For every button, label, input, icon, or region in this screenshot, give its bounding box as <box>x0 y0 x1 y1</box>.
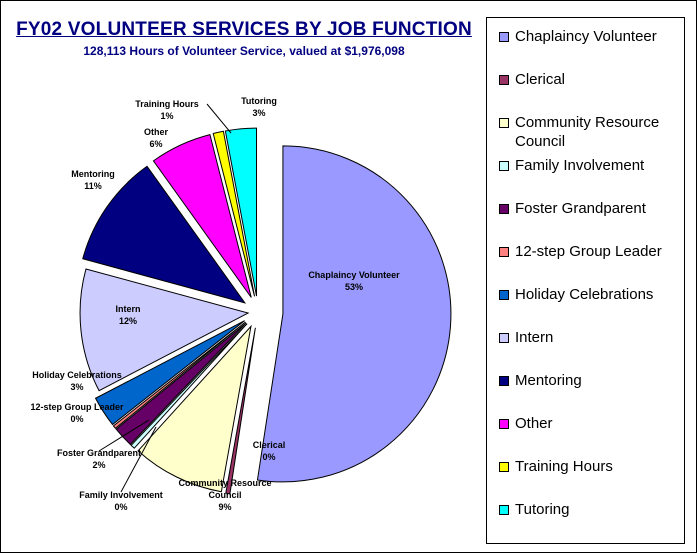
legend-label: Holiday Celebrations <box>515 286 654 303</box>
slice-label: Family Involvement <box>79 490 163 500</box>
slice-percent: 12% <box>119 316 137 326</box>
pie-slice-chaplaincy-volunteer <box>256 145 452 483</box>
slice-label: Foster Grandparent <box>57 448 141 458</box>
legend-swatch <box>499 32 509 42</box>
legend-swatch <box>499 161 509 171</box>
slice-percent: 2% <box>92 460 105 470</box>
pie-chart: Chaplaincy Volunteer 53% Clerical 0% Communi… <box>30 96 452 512</box>
pie-slice-training-hours <box>212 130 256 297</box>
slice-percent: 11% <box>84 181 102 191</box>
legend-swatch <box>499 419 509 429</box>
legend-swatch <box>499 247 509 257</box>
legend-swatch <box>499 333 509 343</box>
pie-slice-foster-grandparent <box>115 322 247 446</box>
slice-label: Tutoring <box>241 96 277 106</box>
pie-slice-other <box>152 134 252 298</box>
leader-line <box>120 426 157 493</box>
slice-label: Intern <box>115 304 140 314</box>
slice-label: 12-step Group Leader <box>30 402 124 412</box>
slice-percent: 6% <box>149 139 162 149</box>
slice-percent: 9% <box>218 502 231 512</box>
pie-slice-intern <box>79 268 250 392</box>
pie-slice-clerical <box>225 327 256 495</box>
slice-label: Mentoring <box>71 169 115 179</box>
legend-swatch <box>499 376 509 386</box>
legend-label: Chaplaincy Volunteer <box>515 28 657 45</box>
legend-label: Foster Grandparent <box>515 200 646 217</box>
slice-label: Other <box>144 127 169 137</box>
legend-label: Other <box>515 415 553 432</box>
slice-label: Training Hours <box>135 99 199 109</box>
slice-percent: 53% <box>345 282 363 292</box>
chart-subtitle: 128,113 Hours of Volunteer Service, valu… <box>83 44 405 58</box>
legend-label: Training Hours <box>515 458 613 475</box>
slice-percent: 3% <box>70 382 83 392</box>
legend: Chaplaincy Volunteer Clerical Community Re… <box>486 17 685 544</box>
legend-swatch <box>499 462 509 472</box>
legend-swatch <box>499 204 509 214</box>
legend-label: Family Involvement <box>515 157 645 174</box>
pie-slice-community-resource-council <box>137 324 252 493</box>
chart-title: FY02 VOLUNTEER SERVICES BY JOB FUNCTION <box>16 19 472 40</box>
legend-label: Community Resource Council <box>515 114 660 150</box>
legend-label: Clerical <box>515 71 566 88</box>
pie-slice-12-step-group-leader <box>112 321 246 430</box>
legend-swatch <box>499 505 509 515</box>
pie-slice-mentoring <box>82 165 247 304</box>
pie-slice-holiday-celebrations <box>94 320 245 426</box>
slice-percent: 0% <box>114 502 127 512</box>
legend-label: Tutoring <box>515 501 570 518</box>
leader-line <box>206 103 232 134</box>
legend-label: Mentoring <box>515 372 582 389</box>
slice-label: Holiday Celebrations <box>32 370 122 380</box>
slice-label: Community Resource Council <box>178 478 271 500</box>
slice-label: Clerical <box>253 440 286 450</box>
leader-line <box>98 419 150 452</box>
pie-slice-tutoring <box>224 127 258 297</box>
legend-swatch <box>499 75 509 85</box>
slice-percent: 0% <box>70 414 83 424</box>
slice-label: Chaplaincy Volunteer <box>308 270 400 280</box>
legend-label: Intern <box>515 329 554 346</box>
slice-percent: 3% <box>252 108 265 118</box>
legend-swatch <box>499 118 509 128</box>
slice-percent: 1% <box>160 111 173 121</box>
legend-swatch <box>499 290 509 300</box>
pie-slice-family-involvement <box>130 323 248 449</box>
slice-percent: 0% <box>262 452 275 462</box>
legend-label: 12-step Group Leader <box>515 243 662 260</box>
